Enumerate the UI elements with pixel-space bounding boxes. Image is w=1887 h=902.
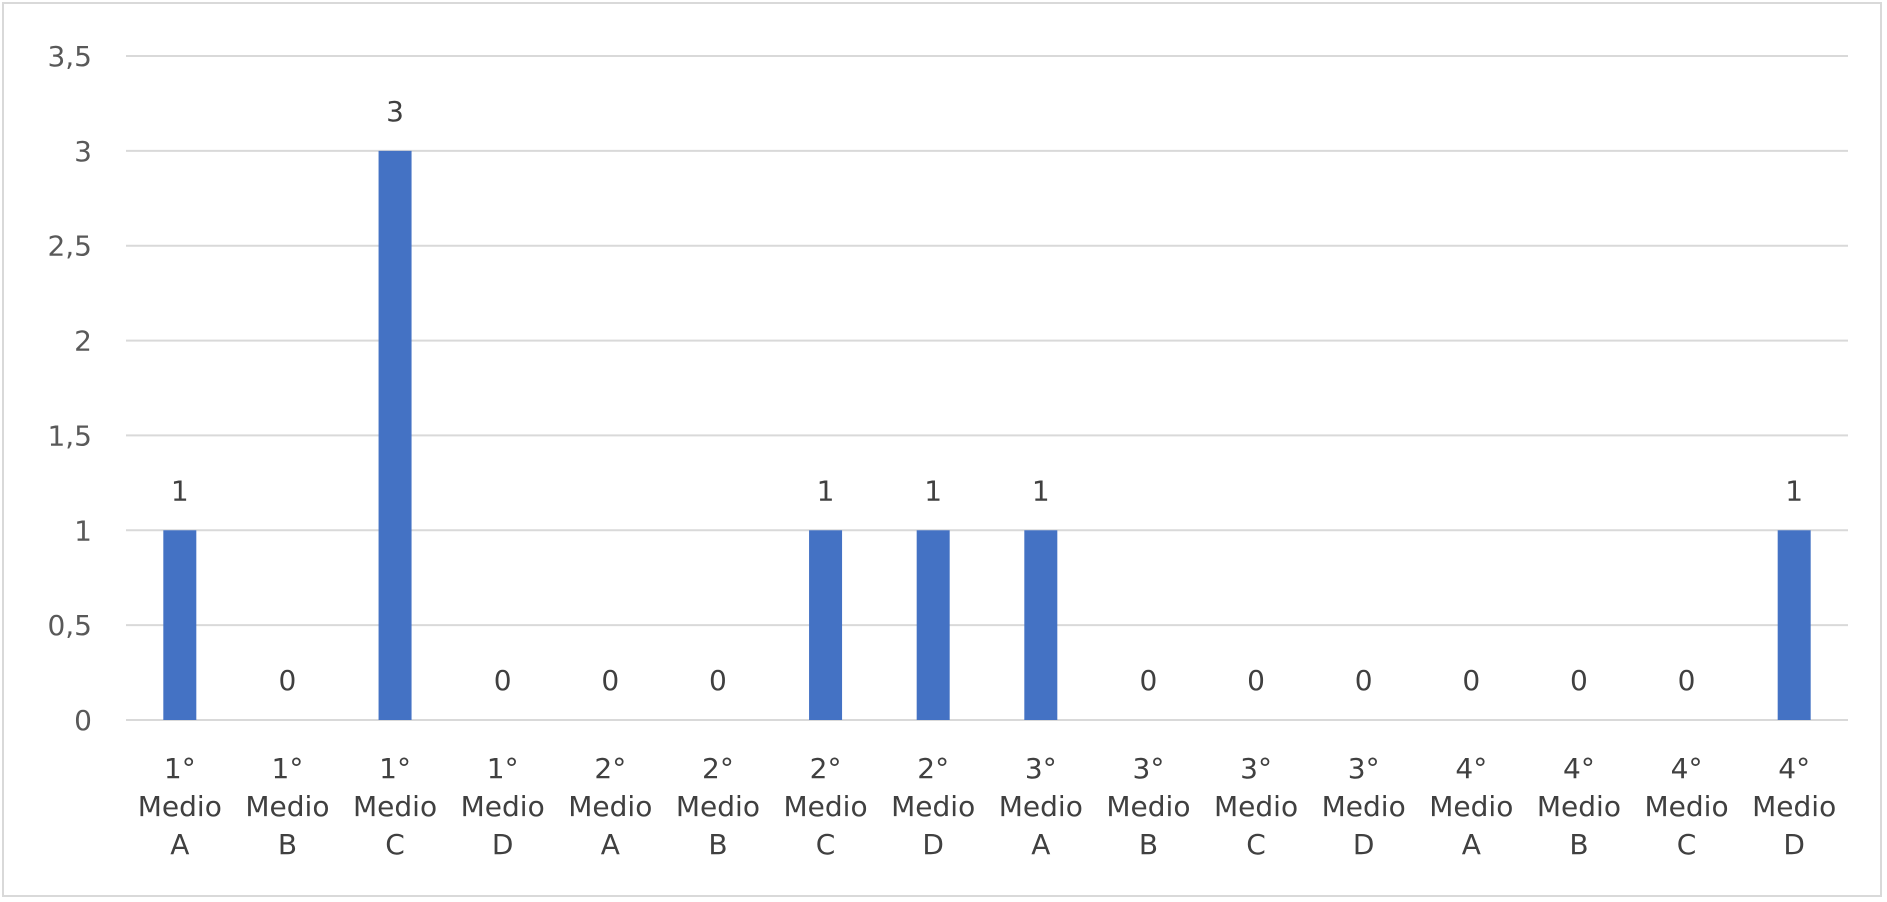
category-label: 3° Medio C [1214,752,1298,861]
category-label: 2° Medio A [568,752,652,861]
data-label: 0 [1355,664,1373,697]
data-label: 0 [709,664,727,697]
data-label: 1 [1785,474,1803,507]
gridlines [126,55,1848,721]
category-label: 3° Medio A [999,752,1083,861]
bars [163,150,1811,720]
data-label: 0 [1678,664,1696,697]
data-label: 0 [494,664,512,697]
bar [163,530,197,720]
y-tick-label: 3,5 [47,40,92,73]
data-labels: 1 0 3 0 0 0 1 1 1 0 0 0 0 0 0 1 [171,95,1803,697]
y-tick-label: 2 [74,325,92,358]
category-label: 2° Medio D [891,752,975,861]
y-tick-label: 2,5 [47,230,92,263]
y-axis-tick-labels: 0 0,5 1 1,5 2 2,5 3 3,5 [47,40,92,737]
category-label: 3° Medio B [1106,752,1190,861]
category-label: 1° Medio B [245,752,329,861]
bar [916,530,950,720]
data-label: 1 [1032,474,1050,507]
bar [1024,530,1058,720]
bar [378,150,412,720]
y-tick-label: 0,5 [47,609,92,642]
data-label: 0 [279,664,297,697]
x-axis-category-labels: 1° Medio A 1° Medio B 1° Medio C 1° Medio D 2° Medio A… [138,752,1836,861]
y-tick-label: 1 [74,514,92,547]
category-label: 1° Medio D [461,752,545,861]
category-label: 4° Medio D [1752,752,1836,861]
category-label: 2° Medio C [784,752,868,861]
category-label: 4° Medio B [1537,752,1621,861]
data-label: 0 [1570,664,1588,697]
data-label: 3 [386,95,404,128]
data-label: 0 [1462,664,1480,697]
data-label: 1 [171,474,189,507]
data-label: 0 [1247,664,1265,697]
y-tick-label: 1,5 [47,419,92,452]
data-label: 1 [924,474,942,507]
category-label: 4° Medio C [1645,752,1729,861]
data-label: 0 [1140,664,1158,697]
data-label: 1 [817,474,835,507]
bar-chart: 0 0,5 1 1,5 2 2,5 3 3,5 1 0 3 0 0 0 1 1 1 0 0 0 0 0 0 1 1° Medi… [47,40,1848,861]
category-label: 4° Medio A [1429,752,1513,861]
category-label: 3° Medio D [1322,752,1406,861]
y-tick-label: 0 [74,704,92,737]
category-label: 2° Medio B [676,752,760,861]
category-label: 1° Medio A [138,752,222,861]
y-tick-label: 3 [74,135,92,168]
bar [809,530,843,720]
data-label: 0 [601,664,619,697]
category-label: 1° Medio C [353,752,437,861]
bar [1777,530,1811,720]
